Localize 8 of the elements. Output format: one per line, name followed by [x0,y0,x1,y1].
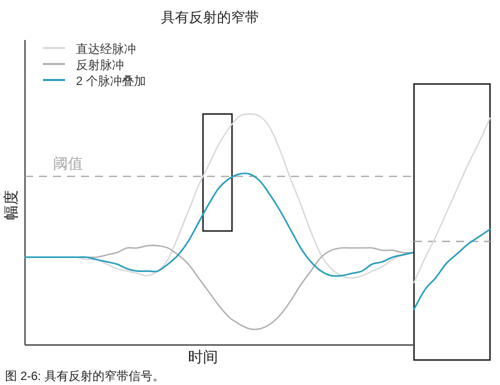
x-axis-title: 时间 [188,349,218,366]
chart-title: 具有反射的窄带 [161,9,259,25]
legend-label: 2 个脉冲叠加 [76,74,146,88]
ref-line-label: 阈值 [53,155,83,172]
legend-label: 反射脉冲 [76,58,124,72]
y-axis-title: 幅度 [3,190,20,220]
caption: 图 2-6: 具有反射的窄带信号。 [5,369,164,383]
legend-label: 直达经脉冲 [76,42,136,56]
